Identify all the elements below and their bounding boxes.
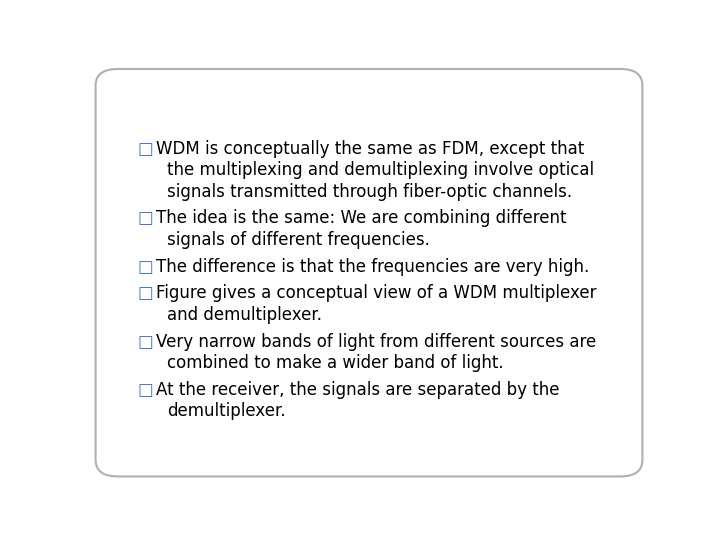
Text: □: □ xyxy=(138,210,153,227)
Text: □: □ xyxy=(138,285,153,302)
Text: At the receiver, the signals are separated by the: At the receiver, the signals are separat… xyxy=(156,381,559,399)
Text: The idea is the same: We are combining different: The idea is the same: We are combining d… xyxy=(156,210,567,227)
Text: combined to make a wider band of light.: combined to make a wider band of light. xyxy=(167,354,503,372)
Text: □: □ xyxy=(138,140,153,158)
Text: □: □ xyxy=(138,333,153,350)
Text: signals transmitted through fiber-optic channels.: signals transmitted through fiber-optic … xyxy=(167,183,572,201)
Text: and demultiplexer.: and demultiplexer. xyxy=(167,306,322,324)
Text: WDM is conceptually the same as FDM, except that: WDM is conceptually the same as FDM, exc… xyxy=(156,140,584,158)
Text: signals of different frequencies.: signals of different frequencies. xyxy=(167,231,430,249)
Text: the multiplexing and demultiplexing involve optical: the multiplexing and demultiplexing invo… xyxy=(167,161,594,179)
Text: demultiplexer.: demultiplexer. xyxy=(167,402,286,421)
Text: Very narrow bands of light from different sources are: Very narrow bands of light from differen… xyxy=(156,333,596,350)
Text: □: □ xyxy=(138,258,153,276)
Text: □: □ xyxy=(138,381,153,399)
FancyBboxPatch shape xyxy=(96,69,642,476)
Text: Figure gives a conceptual view of a WDM multiplexer: Figure gives a conceptual view of a WDM … xyxy=(156,285,596,302)
Text: The difference is that the frequencies are very high.: The difference is that the frequencies a… xyxy=(156,258,589,276)
